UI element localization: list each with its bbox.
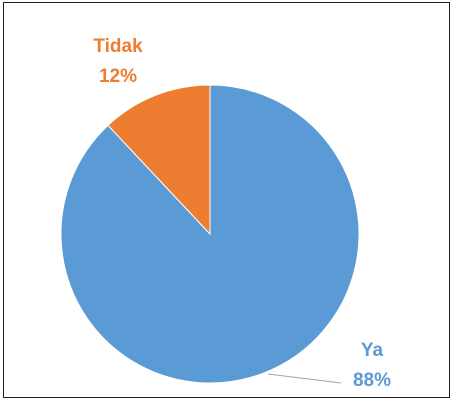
leader-line-ya <box>267 373 342 384</box>
slice-label-tidak-name: Tidak <box>93 36 143 57</box>
slice-label-ya-name: Ya <box>361 340 384 361</box>
pie-slice-tidak <box>107 84 211 236</box>
slice-label-tidak-percent: 12% <box>99 66 137 87</box>
pie-slices <box>60 84 360 384</box>
slice-label-ya-percent: 88% <box>353 370 391 391</box>
